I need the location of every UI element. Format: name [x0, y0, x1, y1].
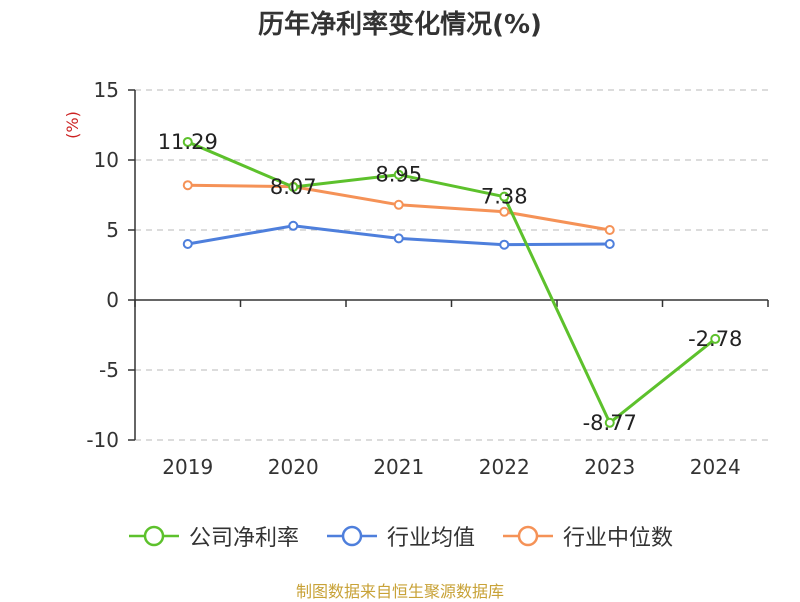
data-point — [393, 199, 404, 210]
axes: 15 10 5 0 -5 -10 2019 2020 2021 2022 2023 2024 — [86, 78, 769, 479]
x-tick-label: 2023 — [584, 455, 635, 479]
data-label: -8.77 — [583, 411, 637, 435]
y-tick-label: -5 — [99, 358, 119, 382]
y-axis-label: (%) — [63, 111, 82, 139]
grid-lines — [135, 89, 768, 441]
series-lines — [182, 136, 721, 428]
legend-swatch-industry-mean — [326, 525, 377, 547]
y-tick-label: 0 — [106, 288, 119, 312]
legend-item-industry-median[interactable]: 行业中位数 — [501, 520, 673, 552]
legend-label-industry-median: 行业中位数 — [563, 526, 674, 551]
data-point — [393, 233, 404, 244]
series-line-0 — [187, 140, 717, 425]
data-point — [288, 220, 299, 231]
x-tick-label: 2024 — [690, 455, 741, 479]
data-point — [288, 182, 299, 193]
legend: 公司净利率 行业均值 行业中位数 — [0, 520, 800, 552]
legend-swatch-industry-median — [503, 525, 553, 547]
legend-label-industry-mean: 行业均值 — [386, 526, 475, 551]
data-label: 7.38 — [481, 185, 528, 209]
y-tick-label: 10 — [94, 148, 119, 172]
x-tick-label: 2022 — [479, 455, 530, 479]
data-label: 8.07 — [270, 175, 317, 199]
data-point — [182, 239, 193, 249]
data-point — [499, 206, 510, 217]
legend-item-industry-mean[interactable]: 行业均值 — [325, 520, 475, 552]
y-tick-label: 15 — [94, 78, 119, 102]
data-point — [182, 180, 193, 191]
data-source-note: 制图数据来自恒生聚源数据库 — [295, 582, 504, 601]
x-tick-label: 2019 — [162, 455, 213, 479]
y-tick-label: -10 — [86, 428, 119, 452]
data-point — [604, 225, 615, 235]
data-point — [393, 169, 404, 180]
y-tick-label: 5 — [106, 218, 119, 242]
data-point — [710, 333, 721, 344]
data-point — [604, 239, 615, 249]
data-point — [499, 191, 510, 202]
data-label: -2.78 — [688, 327, 742, 351]
data-point — [499, 239, 510, 250]
legend-swatch-company — [128, 525, 179, 547]
legend-label-company: 公司净利率 — [188, 526, 299, 551]
data-labels: 11.29 8.07 8.95 7.38 -8.77 -2.78 — [158, 130, 743, 435]
data-point — [182, 136, 193, 147]
data-point — [604, 417, 615, 428]
data-label: 11.29 — [158, 130, 218, 154]
data-label: 8.95 — [375, 163, 422, 187]
x-tick-label: 2020 — [268, 455, 319, 479]
legend-item-company[interactable]: 公司净利率 — [127, 520, 299, 552]
x-tick-label: 2021 — [373, 455, 424, 479]
chart-title: 历年净利率变化情况(%) — [258, 10, 542, 40]
